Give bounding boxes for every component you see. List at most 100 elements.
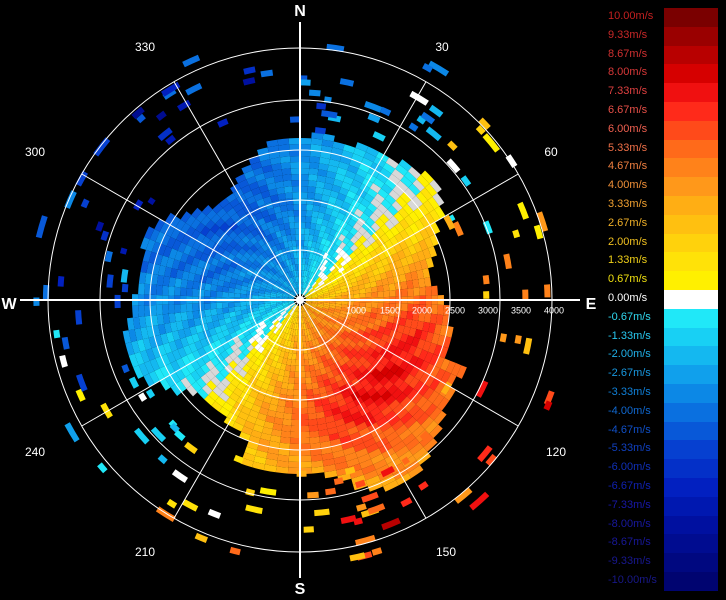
velocity-cell bbox=[188, 247, 198, 258]
velocity-cell bbox=[259, 308, 266, 313]
velocity-cell bbox=[301, 305, 305, 312]
color-swatch bbox=[664, 45, 718, 65]
velocity-cell bbox=[217, 313, 225, 321]
velocity-cell bbox=[258, 289, 266, 294]
velocity-cell bbox=[248, 181, 259, 191]
velocity-cell bbox=[322, 133, 335, 142]
velocity-cell bbox=[337, 256, 345, 264]
echo-cell bbox=[367, 113, 381, 124]
velocity-cell bbox=[286, 204, 294, 211]
velocity-cell bbox=[323, 294, 330, 298]
velocity-cell bbox=[312, 267, 317, 274]
velocity-cell bbox=[254, 418, 266, 427]
velocity-cell bbox=[358, 348, 367, 357]
velocity-cell bbox=[311, 303, 318, 307]
velocity-cell bbox=[224, 235, 234, 245]
velocity-cell bbox=[416, 174, 430, 188]
velocity-cell bbox=[229, 311, 236, 318]
velocity-cell bbox=[350, 235, 359, 244]
velocity-cell bbox=[185, 226, 196, 237]
velocity-cell bbox=[222, 329, 230, 337]
velocity-cell bbox=[278, 324, 285, 331]
velocity-cell bbox=[414, 369, 425, 381]
velocity-cell bbox=[314, 275, 320, 282]
velocity-cell bbox=[279, 350, 286, 358]
velocity-cell bbox=[235, 284, 242, 290]
velocity-cell bbox=[300, 150, 311, 157]
velocity-cell bbox=[267, 282, 274, 287]
color-scale-row: -2.00m/s bbox=[606, 346, 718, 366]
velocity-cell bbox=[422, 268, 430, 279]
velocity-cell bbox=[205, 219, 216, 230]
velocity-cell bbox=[379, 167, 392, 179]
velocity-cell bbox=[192, 303, 199, 312]
velocity-cell bbox=[273, 367, 281, 375]
velocity-cell bbox=[289, 443, 300, 450]
velocity-cell bbox=[419, 216, 430, 228]
velocity-cell bbox=[300, 401, 308, 408]
velocity-cell bbox=[361, 464, 376, 475]
velocity-cell bbox=[166, 236, 176, 249]
velocity-cell bbox=[363, 207, 374, 218]
velocity-cell bbox=[319, 225, 327, 233]
velocity-cell bbox=[301, 288, 304, 295]
velocity-cell bbox=[158, 265, 167, 276]
velocity-cell bbox=[220, 324, 228, 332]
velocity-cell bbox=[404, 318, 413, 328]
velocity-cell bbox=[375, 227, 386, 238]
velocity-cell bbox=[329, 301, 336, 304]
velocity-cell bbox=[314, 310, 320, 315]
velocity-cell bbox=[375, 218, 385, 228]
velocity-cell bbox=[290, 277, 294, 284]
velocity-cell bbox=[277, 399, 286, 407]
velocity-cell bbox=[405, 335, 415, 345]
velocity-cell bbox=[345, 232, 354, 241]
velocity-cell bbox=[322, 307, 329, 312]
velocity-cell bbox=[160, 234, 171, 247]
velocity-cell bbox=[242, 277, 250, 284]
velocity-cell bbox=[353, 322, 362, 329]
velocity-cell bbox=[301, 270, 305, 277]
color-scale-label: -4.67m/s bbox=[608, 423, 651, 436]
velocity-cell bbox=[445, 360, 456, 374]
velocity-cell bbox=[250, 263, 258, 270]
velocity-cell bbox=[282, 274, 288, 281]
velocity-cell bbox=[379, 272, 388, 280]
velocity-cell bbox=[415, 396, 428, 409]
velocity-cell bbox=[422, 340, 432, 352]
velocity-cell bbox=[196, 211, 207, 223]
velocity-cell bbox=[379, 421, 392, 433]
color-scale-row: -2.67m/s bbox=[606, 365, 718, 384]
velocity-cell bbox=[364, 282, 371, 289]
velocity-cell bbox=[265, 336, 272, 344]
velocity-cell bbox=[407, 288, 414, 297]
velocity-cell bbox=[170, 268, 178, 279]
velocity-cell bbox=[261, 382, 270, 391]
velocity-cell bbox=[205, 360, 215, 371]
velocity-cell bbox=[425, 420, 439, 434]
color-scale-row: -8.67m/s bbox=[606, 534, 718, 554]
velocity-cell bbox=[200, 363, 211, 374]
velocity-cell bbox=[326, 322, 334, 329]
velocity-cell bbox=[335, 329, 343, 337]
velocity-cell bbox=[267, 207, 276, 216]
velocity-cell bbox=[241, 356, 250, 365]
velocity-cell bbox=[168, 304, 175, 314]
velocity-cell bbox=[397, 324, 405, 334]
color-swatch bbox=[664, 158, 718, 178]
velocity-cell bbox=[230, 212, 240, 222]
color-swatch bbox=[664, 515, 718, 535]
velocity-cell bbox=[329, 303, 336, 307]
velocity-cell bbox=[285, 228, 291, 236]
velocity-cell bbox=[258, 321, 266, 327]
velocity-cell bbox=[339, 324, 347, 331]
velocity-cell bbox=[278, 307, 285, 312]
velocity-cell bbox=[302, 289, 306, 295]
velocity-cell bbox=[277, 289, 284, 294]
velocity-cell bbox=[311, 351, 317, 359]
velocity-cell bbox=[305, 301, 312, 305]
velocity-cell bbox=[277, 356, 284, 364]
velocity-cell bbox=[265, 286, 273, 291]
echo-cell bbox=[177, 99, 192, 112]
